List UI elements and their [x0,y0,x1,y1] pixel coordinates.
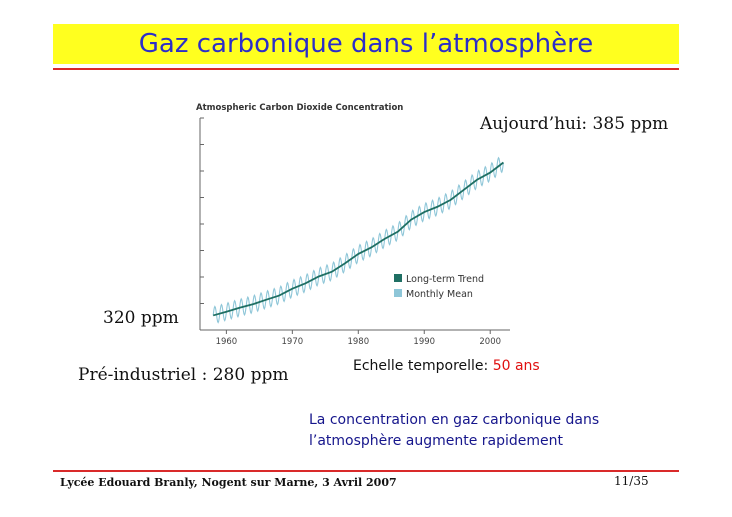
series-long-term-trend [212,161,504,317]
title-band: Gaz carbonique dans l’atmosphère [53,24,679,64]
chart-title: Atmospheric Carbon Dioxide Concentration [196,103,403,113]
timescale-value: 50 ans [492,358,540,374]
legend-swatch-monthly [394,289,402,297]
timescale-prefix: Echelle temporelle: [353,358,493,374]
legend-swatch-trend [394,274,402,282]
legend: Long-term Trend Monthly Mean [394,274,484,300]
legend-label-monthly: Monthly Mean [406,289,473,300]
x-tick-label: 2000 [479,337,501,347]
footer-rule [53,470,679,472]
title-rule [53,68,679,70]
legend-label-trend: Long-term Trend [406,274,484,285]
y-axis-ticks [200,117,204,331]
page-number: 11/35 [614,474,649,488]
conclusion-line-1: La concentration en gaz carbonique dans [309,412,600,428]
x-tick-label: 1970 [282,337,304,347]
start-concentration-label: 320 ppm [103,308,179,328]
x-axis-ticks: 1960 1970 1980 1990 2000 [216,330,501,347]
conclusion-line-2: l’atmosphère augmente rapidement [309,433,564,449]
x-tick-label: 1960 [216,337,238,347]
co2-chart: Atmospheric Carbon Dioxide Concentration… [196,103,510,347]
today-concentration-label: Aujourd’hui: 385 ppm [480,114,669,134]
x-tick-label: 1980 [347,337,369,347]
slide-title: Gaz carbonique dans l’atmosphère [138,29,594,59]
footer-credit: Lycée Edouard Branly, Nogent sur Marne, … [60,476,397,489]
timescale-note: Echelle temporelle: 50 ans [353,358,540,374]
conclusion-text: La concentration en gaz carbonique dans … [309,410,599,452]
preindustrial-label: Pré-industriel : 280 ppm [78,365,289,385]
x-tick-label: 1990 [413,337,435,347]
series-layer [212,156,504,324]
